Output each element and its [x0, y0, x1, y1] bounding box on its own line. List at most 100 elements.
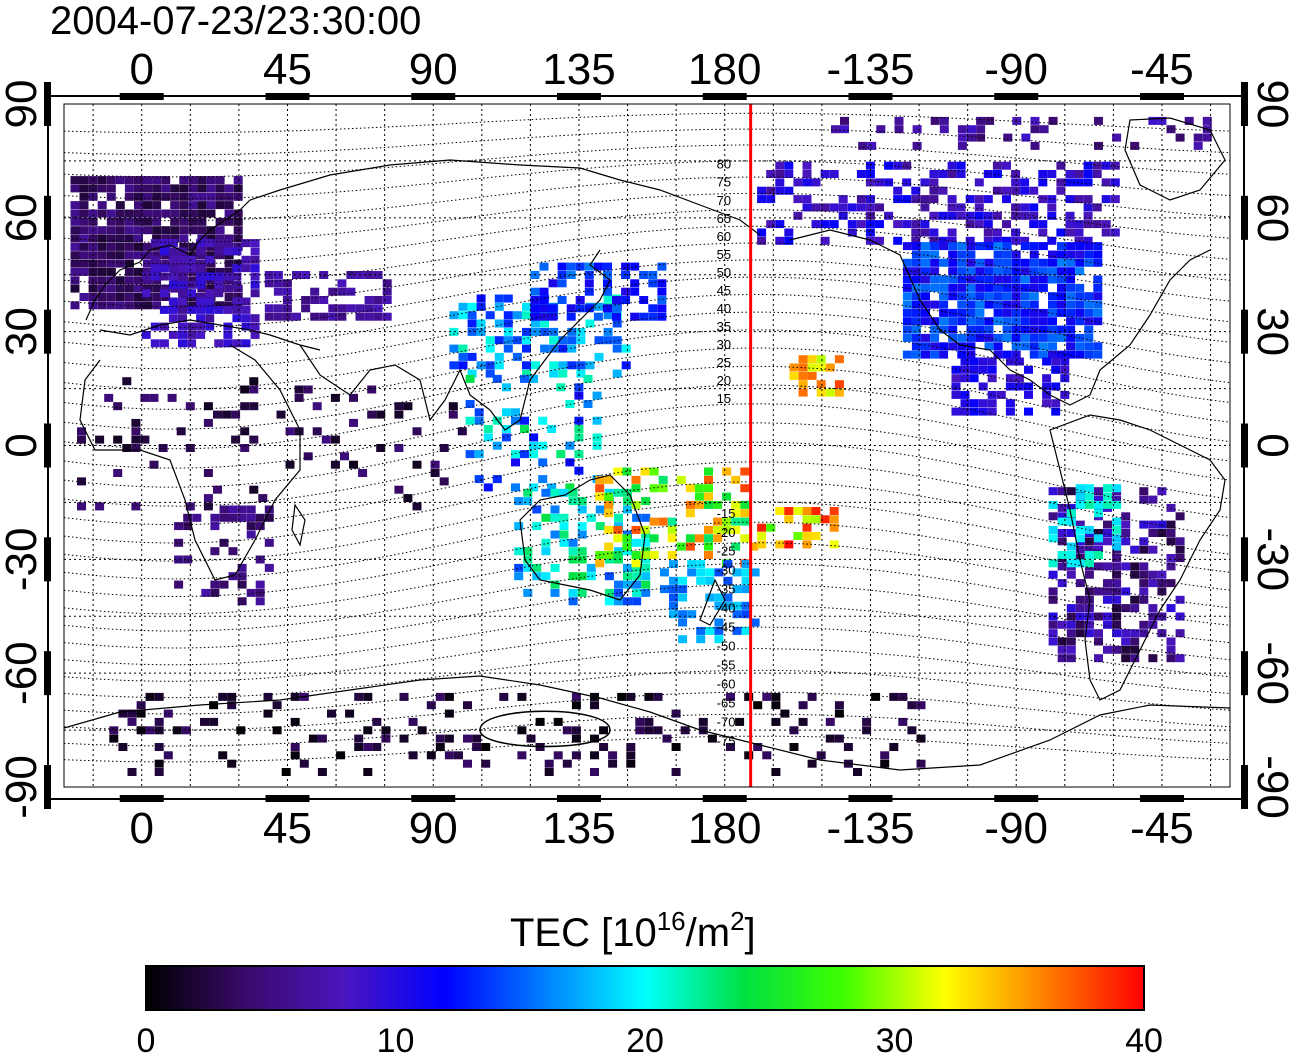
frame-tick-bottom: [702, 795, 747, 802]
tec-cell: [168, 330, 178, 339]
tec-cell: [548, 279, 558, 288]
tec-cell: [77, 427, 86, 436]
tec-cell: [1166, 637, 1176, 646]
tec-cell: [106, 209, 116, 218]
tec-cell: [219, 538, 229, 547]
tec-cell: [232, 247, 242, 256]
tec-cell: [206, 234, 216, 243]
tec-cell: [825, 734, 835, 743]
tec-cell: [993, 242, 1003, 251]
map-inner-frame: [63, 103, 1231, 788]
tec-cell: [784, 515, 794, 524]
tec-cell: [206, 192, 216, 201]
tec-cell: [875, 178, 884, 187]
top-longitude-tick: 90: [409, 45, 458, 94]
tec-cell: [197, 209, 207, 218]
tec-cell: [612, 369, 622, 378]
tec-cell: [319, 271, 329, 279]
tec-cell: [354, 692, 364, 701]
tec-cell: [1103, 620, 1112, 629]
tec-cell: [902, 300, 912, 309]
tec-cell: [685, 509, 695, 518]
tec-cell: [704, 500, 713, 509]
tec-cell: [134, 226, 143, 235]
dip-label-south: -60: [717, 677, 736, 692]
tec-cell: [1084, 242, 1094, 251]
tec-cell: [231, 410, 241, 419]
tec-cell: [349, 393, 358, 402]
tec-cell: [930, 300, 940, 309]
tec-cell: [744, 692, 754, 701]
right-latitude-tick: 90: [1248, 80, 1292, 129]
tec-cell: [1148, 529, 1158, 537]
tec-cell: [196, 314, 206, 323]
tec-cell: [807, 759, 817, 768]
tec-cell: [907, 726, 917, 735]
tec-cell: [750, 618, 760, 627]
tec-cell: [168, 255, 178, 264]
tec-cell: [535, 717, 545, 726]
tec-cell: [1057, 503, 1067, 512]
tec-cell: [631, 525, 641, 534]
tec-cell: [124, 192, 134, 201]
tec-cell: [168, 264, 178, 273]
tec-cell: [911, 300, 921, 309]
tec-cell: [463, 759, 472, 768]
tec-cell: [1029, 186, 1039, 195]
tec-cell: [523, 563, 533, 572]
tec-cell: [1121, 629, 1131, 638]
tec-cell: [1029, 325, 1039, 334]
tec-cell: [222, 410, 232, 419]
tec-cell: [559, 488, 569, 497]
tec-cell: [532, 522, 542, 531]
tec-cell: [1112, 562, 1122, 571]
tec-cell: [1048, 559, 1058, 568]
tec-cell: [621, 287, 631, 296]
tec-cell: [1005, 357, 1015, 366]
tec-cell: [79, 234, 89, 243]
tec-cell: [501, 433, 511, 442]
tec-cell: [95, 502, 105, 511]
tec-cell: [676, 475, 686, 484]
tec-cell: [622, 467, 632, 476]
tec-cell: [88, 184, 98, 193]
tec-cell: [218, 751, 228, 760]
dip-contour: [64, 144, 1230, 178]
tec-cell: [1038, 333, 1048, 342]
tec-cell: [170, 209, 180, 218]
tec-cell: [1075, 629, 1085, 638]
tec-cell: [465, 400, 475, 408]
tec-cell: [1020, 292, 1030, 301]
tec-cell: [1084, 250, 1094, 259]
tec-cell: [604, 572, 614, 581]
tec-cell: [575, 304, 585, 313]
tec-cell: [127, 768, 137, 776]
tec-cell: [653, 692, 663, 701]
tec-cell: [1093, 300, 1103, 309]
tec-cell: [290, 717, 300, 726]
tec-cell: [134, 192, 143, 201]
coast-australia: [519, 474, 646, 601]
frame-tick-bottom: [119, 795, 164, 802]
tec-cell: [1002, 186, 1011, 195]
dip-latitude-contours: [64, 112, 1230, 763]
tec-cell: [604, 597, 614, 606]
frame-tick-bottom: [1139, 795, 1184, 802]
tec-cell: [127, 717, 137, 726]
tec-cell: [1020, 317, 1030, 326]
tec-cell: [930, 275, 940, 284]
tec-cell: [458, 361, 468, 370]
tec-cell: [798, 371, 808, 380]
tec-cell: [161, 226, 171, 235]
tec-cell: [566, 312, 576, 321]
tec-cell: [131, 502, 141, 511]
tec-cell: [1003, 133, 1013, 142]
tec-cell: [228, 572, 238, 581]
tec-cell: [838, 203, 848, 212]
tec-cell: [1148, 579, 1158, 588]
tec-cell: [1084, 333, 1094, 342]
tec-cell: [1051, 399, 1061, 408]
tec-cell: [196, 239, 206, 248]
tec-cell: [775, 236, 785, 245]
